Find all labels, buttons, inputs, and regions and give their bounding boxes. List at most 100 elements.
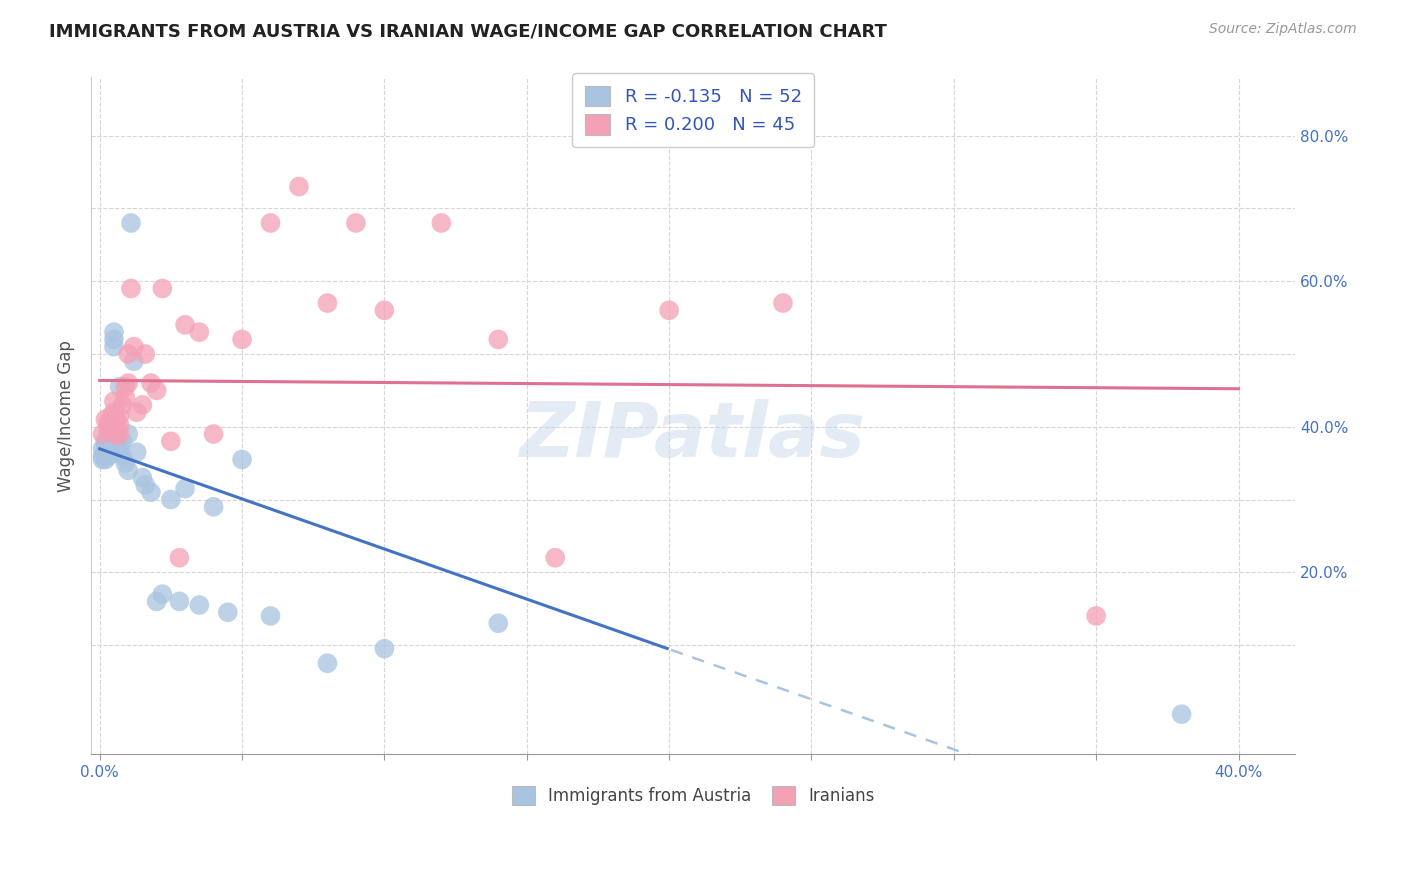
Point	[117, 427, 139, 442]
Text: IMMIGRANTS FROM AUSTRIA VS IRANIAN WAGE/INCOME GAP CORRELATION CHART: IMMIGRANTS FROM AUSTRIA VS IRANIAN WAGE/…	[49, 22, 887, 40]
Point	[188, 325, 211, 339]
Point	[125, 405, 148, 419]
Point	[91, 449, 114, 463]
Point	[100, 434, 122, 449]
Point	[105, 428, 128, 442]
Point	[114, 391, 136, 405]
Point	[160, 434, 183, 449]
Point	[131, 398, 153, 412]
Point	[160, 492, 183, 507]
Point	[111, 449, 134, 463]
Point	[105, 423, 128, 437]
Point	[772, 296, 794, 310]
Text: ZIPatlas: ZIPatlas	[520, 399, 866, 473]
Point	[145, 594, 167, 608]
Point	[373, 641, 395, 656]
Point	[114, 380, 136, 394]
Point	[122, 354, 145, 368]
Point	[103, 325, 125, 339]
Point	[97, 423, 120, 437]
Point	[94, 445, 117, 459]
Point	[100, 419, 122, 434]
Point	[202, 427, 225, 442]
Point	[91, 427, 114, 442]
Point	[103, 340, 125, 354]
Point	[120, 216, 142, 230]
Point	[125, 445, 148, 459]
Point	[91, 452, 114, 467]
Point	[94, 438, 117, 452]
Point	[103, 416, 125, 430]
Point	[288, 179, 311, 194]
Point	[103, 333, 125, 347]
Point	[373, 303, 395, 318]
Point	[139, 376, 162, 390]
Point	[103, 434, 125, 449]
Point	[134, 478, 156, 492]
Point	[105, 419, 128, 434]
Y-axis label: Wage/Income Gap: Wage/Income Gap	[58, 340, 75, 491]
Point	[259, 216, 281, 230]
Legend: Immigrants from Austria, Iranians: Immigrants from Austria, Iranians	[503, 778, 883, 814]
Point	[188, 598, 211, 612]
Point	[202, 500, 225, 514]
Point	[174, 482, 197, 496]
Point	[122, 340, 145, 354]
Point	[169, 550, 191, 565]
Text: Source: ZipAtlas.com: Source: ZipAtlas.com	[1209, 22, 1357, 37]
Point	[108, 418, 131, 433]
Point	[100, 419, 122, 434]
Point	[103, 394, 125, 409]
Point	[97, 443, 120, 458]
Point	[97, 416, 120, 430]
Point	[231, 333, 253, 347]
Point	[111, 434, 134, 449]
Point	[97, 449, 120, 463]
Point	[100, 442, 122, 456]
Point	[120, 281, 142, 295]
Point	[145, 384, 167, 398]
Point	[150, 281, 173, 295]
Point	[111, 398, 134, 412]
Point	[108, 409, 131, 423]
Point	[1170, 707, 1192, 722]
Point	[100, 409, 122, 423]
Point	[108, 427, 131, 442]
Point	[117, 376, 139, 390]
Point	[174, 318, 197, 332]
Point	[103, 405, 125, 419]
Point	[94, 412, 117, 426]
Point	[105, 428, 128, 442]
Point	[108, 442, 131, 456]
Point	[544, 550, 567, 565]
Point	[150, 587, 173, 601]
Point	[231, 452, 253, 467]
Point	[97, 427, 120, 442]
Point	[486, 333, 509, 347]
Point	[1085, 609, 1108, 624]
Point	[103, 442, 125, 456]
Point	[97, 438, 120, 452]
Point	[658, 303, 681, 318]
Point	[105, 445, 128, 459]
Point	[117, 347, 139, 361]
Point	[134, 347, 156, 361]
Point	[131, 471, 153, 485]
Point	[108, 380, 131, 394]
Point	[105, 438, 128, 452]
Point	[114, 456, 136, 470]
Point	[94, 434, 117, 449]
Point	[316, 657, 339, 671]
Point	[105, 412, 128, 426]
Point	[117, 463, 139, 477]
Point	[97, 431, 120, 445]
Point	[316, 296, 339, 310]
Point	[91, 442, 114, 456]
Point	[94, 452, 117, 467]
Point	[169, 594, 191, 608]
Point	[486, 616, 509, 631]
Point	[217, 605, 239, 619]
Point	[259, 609, 281, 624]
Point	[139, 485, 162, 500]
Point	[344, 216, 367, 230]
